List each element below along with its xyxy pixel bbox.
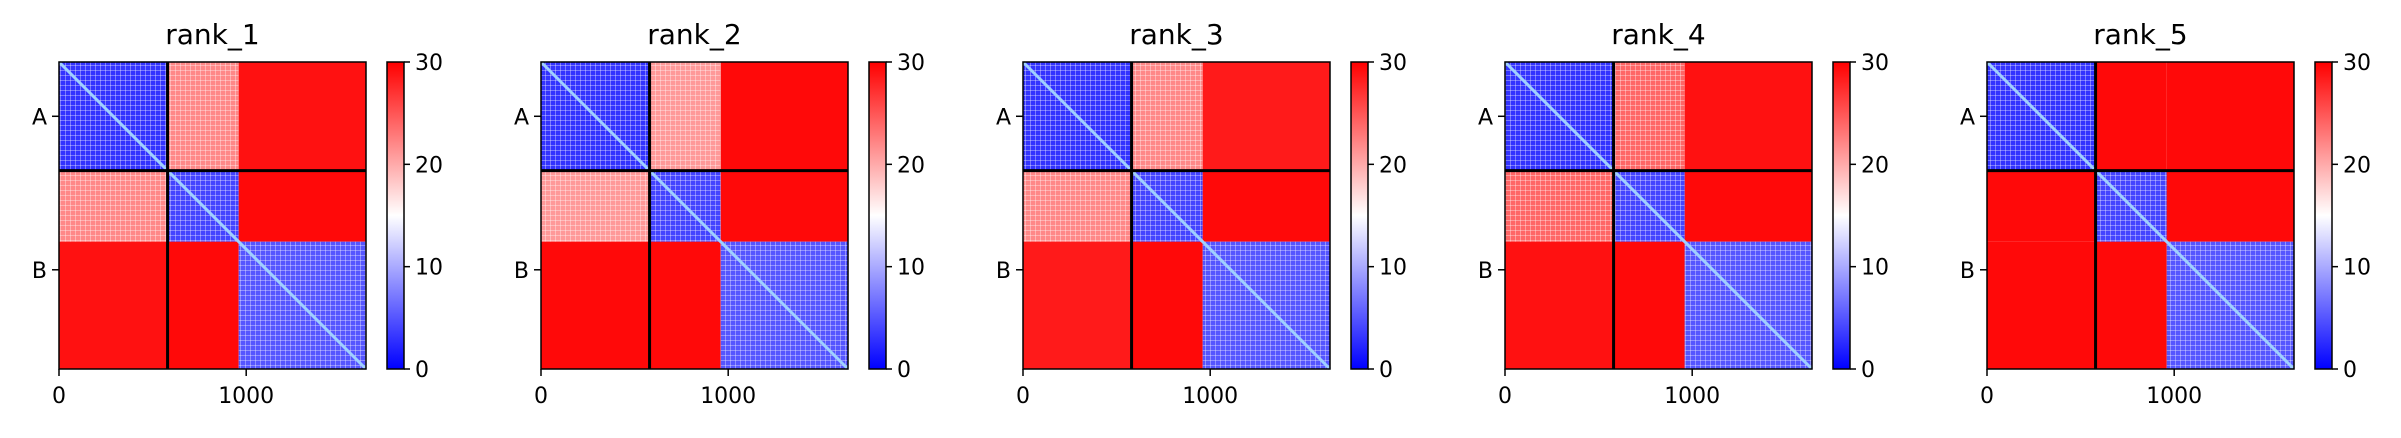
x-tick-label: 1000: [218, 384, 274, 409]
heatmap-texture: [541, 170, 650, 242]
colorbar-tick-label: 0: [415, 358, 429, 383]
heatmap-block: [59, 241, 168, 369]
heatmap-block: [2166, 62, 2294, 171]
heatmap-block: [649, 241, 721, 369]
x-tick-label: 1000: [1664, 384, 1720, 409]
colorbar-tick-label: 10: [1379, 256, 1407, 281]
heatmap-block: [720, 170, 848, 242]
panel-3: rank_3 A B 0 1000 0 10 20 30: [996, 18, 1407, 409]
colorbar-tick-label: 20: [1861, 153, 1889, 178]
colorbar-tick-label: 30: [1861, 51, 1889, 76]
colorbar: [1350, 61, 1369, 370]
colorbar: [868, 61, 887, 370]
x-tick-label: 1000: [700, 384, 756, 409]
x-tick-label: 0: [1016, 384, 1030, 409]
chain-label: B: [1478, 259, 1493, 284]
heatmap-texture: [1505, 170, 1614, 242]
heatmap-block: [1987, 241, 2096, 369]
colorbar-tick-label: 20: [1379, 153, 1407, 178]
diagonal: [1985, 60, 2296, 371]
heatmap-block: [1684, 170, 1812, 242]
heatmap-block: [1613, 241, 1685, 369]
panel-title: rank_2: [647, 18, 741, 51]
heatmap-block: [720, 62, 848, 171]
heatmap-block: [1684, 62, 1812, 171]
diagonal: [1503, 60, 1814, 371]
chain-label: A: [996, 105, 1011, 130]
colorbar-tick-label: 0: [1861, 358, 1875, 383]
heatmap-block: [1131, 241, 1203, 369]
heatmap-block: [238, 62, 366, 171]
chain-label: A: [1478, 105, 1493, 130]
colorbar-tick-label: 0: [2343, 358, 2357, 383]
colorbar: [386, 61, 405, 370]
plot-frame: [1504, 61, 1813, 370]
chain-label: A: [32, 105, 47, 130]
heatmap-block: [541, 241, 650, 369]
colorbar-tick-label: 30: [415, 51, 443, 76]
x-tick-label: 0: [534, 384, 548, 409]
x-tick-label: 0: [1498, 384, 1512, 409]
heatmap-block: [1202, 62, 1330, 171]
chain-label: A: [1960, 105, 1975, 130]
heatmap-block: [2095, 241, 2167, 369]
diagonal: [1021, 60, 1332, 371]
colorbar-tick-label: 10: [897, 256, 925, 281]
colorbar-tick-label: 10: [1861, 256, 1889, 281]
heatmap-block: [167, 241, 239, 369]
diagonal: [539, 60, 850, 371]
x-tick-label: 0: [52, 384, 66, 409]
colorbar: [1832, 61, 1851, 370]
chain-label: B: [514, 259, 529, 284]
panel-1: rank_1 A B 0 1000 0 10 20 30: [32, 18, 443, 409]
x-tick-label: 1000: [2146, 384, 2202, 409]
chain-label: A: [514, 105, 529, 130]
heatmap-block: [238, 170, 366, 242]
colorbar-tick-label: 20: [415, 153, 443, 178]
panel-title: rank_3: [1129, 18, 1223, 51]
heatmap-block: [1023, 241, 1132, 369]
heatmap-texture: [167, 62, 239, 171]
plot-frame: [540, 61, 849, 370]
colorbar-tick-label: 10: [415, 256, 443, 281]
heatmap-texture: [649, 62, 721, 171]
panel-title: rank_4: [1611, 18, 1705, 51]
panel-2: rank_2 A B 0 1000 0 10 20 30: [514, 18, 925, 409]
heatmap-texture: [1613, 62, 1685, 171]
colorbar-tick-label: 10: [2343, 256, 2371, 281]
colorbar-tick-label: 20: [2343, 153, 2371, 178]
x-tick-label: 0: [1980, 384, 1994, 409]
heatmap-block: [1987, 170, 2096, 242]
colorbar-tick-label: 30: [1379, 51, 1407, 76]
colorbar-tick-label: 0: [897, 358, 911, 383]
heatmap-texture: [1023, 170, 1132, 242]
colorbar-tick-label: 20: [897, 153, 925, 178]
panel-4: rank_4 A B 0 1000 0 10 20 30: [1478, 18, 1889, 409]
plot-frame: [58, 61, 367, 370]
heatmap-block: [1505, 241, 1614, 369]
heatmap-texture: [1131, 62, 1203, 171]
colorbar: [2314, 61, 2333, 370]
colorbar-tick-label: 30: [897, 51, 925, 76]
chain-label: B: [1960, 259, 1975, 284]
diagonal: [57, 60, 368, 371]
plot-frame: [1986, 61, 2295, 370]
heatmap-block: [2095, 62, 2167, 171]
heatmap-texture: [59, 170, 168, 242]
colorbar-tick-label: 30: [2343, 51, 2371, 76]
heatmap-block: [1202, 170, 1330, 242]
panel-title: rank_5: [2093, 18, 2187, 51]
plot-frame: [1022, 61, 1331, 370]
heatmap-block: [2166, 170, 2294, 242]
x-tick-label: 1000: [1182, 384, 1238, 409]
colorbar-tick-label: 0: [1379, 358, 1393, 383]
panel-5: rank_5 A B 0 1000 0 10 20 30: [1960, 18, 2371, 409]
panel-title: rank_1: [165, 18, 259, 51]
chain-label: B: [996, 259, 1011, 284]
chain-label: B: [32, 259, 47, 284]
